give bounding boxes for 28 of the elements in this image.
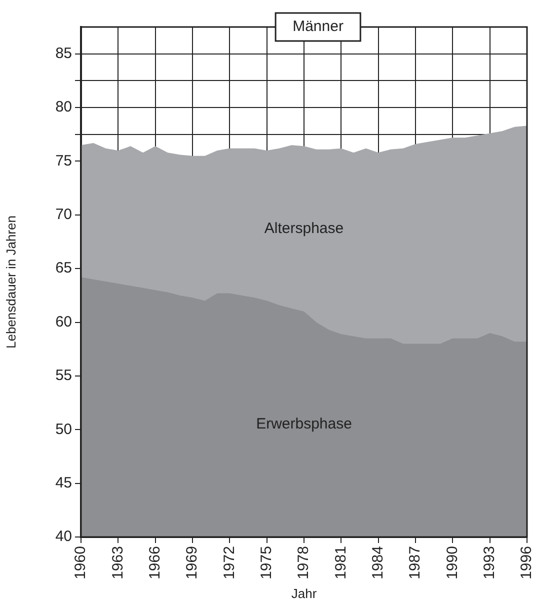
x-tick-label: 1993	[480, 546, 498, 580]
y-tick-label: 80	[55, 98, 72, 116]
y-tick-label: 55	[55, 367, 72, 384]
x-tick-label: 1960	[72, 546, 90, 580]
x-tick-label: 1975	[258, 546, 275, 580]
y-tick-label: 45	[55, 474, 72, 492]
series-label: Altersphase	[264, 220, 344, 238]
y-tick-label: 70	[55, 206, 72, 224]
y-tick-label: 85	[55, 44, 72, 62]
y-tick-label: 50	[55, 420, 72, 438]
x-tick-label: 1966	[146, 546, 164, 580]
x-tick-label: 1990	[444, 546, 461, 580]
y-tick-label: 75	[55, 152, 72, 170]
x-axis-title: Jahr	[291, 586, 318, 601]
x-tick-label: 1972	[220, 546, 238, 580]
x-tick-label: 1996	[518, 546, 536, 580]
x-tick-label: 1978	[295, 546, 312, 580]
x-tick-label: 1969	[184, 546, 201, 580]
x-tick-label: 1984	[369, 546, 386, 580]
series-label: Erwerbsphase	[256, 415, 352, 432]
y-tick-label: 60	[55, 313, 72, 330]
x-tick-label: 1963	[109, 546, 126, 580]
y-tick-label: 65	[55, 260, 72, 277]
y-axis-title: Lebensdauer in Jahren	[3, 216, 18, 349]
x-tick-label: 1987	[406, 546, 424, 580]
y-tick-label: 40	[55, 528, 72, 546]
x-tick-label: 1981	[332, 546, 350, 580]
chart-title: Männer	[292, 18, 344, 36]
